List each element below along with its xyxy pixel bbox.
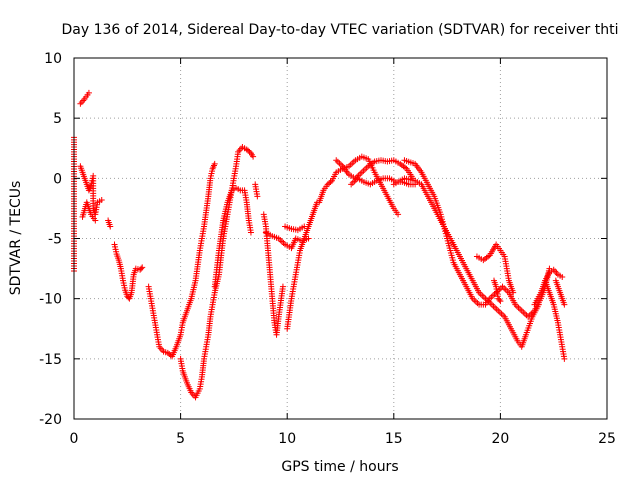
series-segment-7	[145, 160, 218, 360]
data-point	[85, 89, 92, 96]
series-segment-21	[491, 277, 504, 305]
series-segment-15	[316, 153, 402, 218]
chart-title: Day 136 of 2014, Sidereal Day-to-day VTE…	[62, 22, 619, 38]
data-point	[107, 223, 114, 230]
y-tick-label: -15	[39, 352, 62, 368]
data-point	[395, 211, 402, 218]
data-point	[301, 223, 308, 230]
series-segment-18	[390, 175, 542, 350]
axis-tick-labels: 0 5 10 15 20 25 -20 -15 -10 -5 0 5 10	[39, 51, 616, 447]
y-tick-label: -5	[48, 232, 62, 248]
data-point	[98, 196, 105, 203]
x-tick-label: 5	[176, 431, 185, 447]
x-axis-label: GPS time / hours	[281, 459, 398, 475]
data-point	[510, 289, 517, 296]
data-point	[92, 217, 99, 224]
series-segment-10	[252, 181, 261, 200]
data-point	[561, 355, 568, 362]
y-axis-label: SDTVAR / TECUs	[8, 181, 24, 296]
series-segment-4	[79, 199, 99, 224]
data-point	[254, 193, 261, 200]
data-point	[247, 229, 254, 236]
data-point	[327, 178, 334, 185]
series-segment-24	[552, 277, 568, 308]
x-tick-label: 15	[385, 431, 403, 447]
data-point	[138, 265, 145, 272]
series-segment-5	[105, 217, 114, 230]
data-point	[561, 301, 568, 308]
series-segment-3	[77, 163, 105, 218]
series-segment-13	[284, 199, 321, 332]
y-tick-label: 0	[53, 171, 62, 187]
series-segment-17	[348, 175, 419, 188]
data-point	[139, 264, 146, 271]
y-tick-label: 10	[44, 51, 62, 67]
x-tick-label: 20	[491, 431, 509, 447]
x-tick-label: 0	[70, 431, 79, 447]
data-point	[246, 148, 253, 155]
y-tick-label: -20	[39, 412, 62, 428]
series-segment-2	[77, 89, 92, 107]
series-segment-23	[542, 277, 568, 362]
data-point	[250, 153, 257, 160]
series-segment-16	[333, 157, 416, 182]
series-segment-20	[473, 241, 517, 296]
series-segment-11	[260, 211, 286, 338]
x-tick-label: 10	[278, 431, 296, 447]
data-point	[279, 283, 286, 290]
y-tick-label: -10	[39, 292, 62, 308]
x-tick-label: 25	[598, 431, 616, 447]
series-segment-14	[282, 223, 308, 234]
series-segment-6	[111, 241, 146, 302]
data-point	[559, 274, 566, 281]
data-point	[497, 298, 504, 305]
axis-ticks	[73, 57, 608, 420]
y-tick-label: 5	[53, 111, 62, 127]
data-point	[496, 296, 503, 303]
data-point	[211, 160, 218, 167]
series-segment-9	[211, 184, 254, 290]
data-points	[71, 89, 568, 401]
